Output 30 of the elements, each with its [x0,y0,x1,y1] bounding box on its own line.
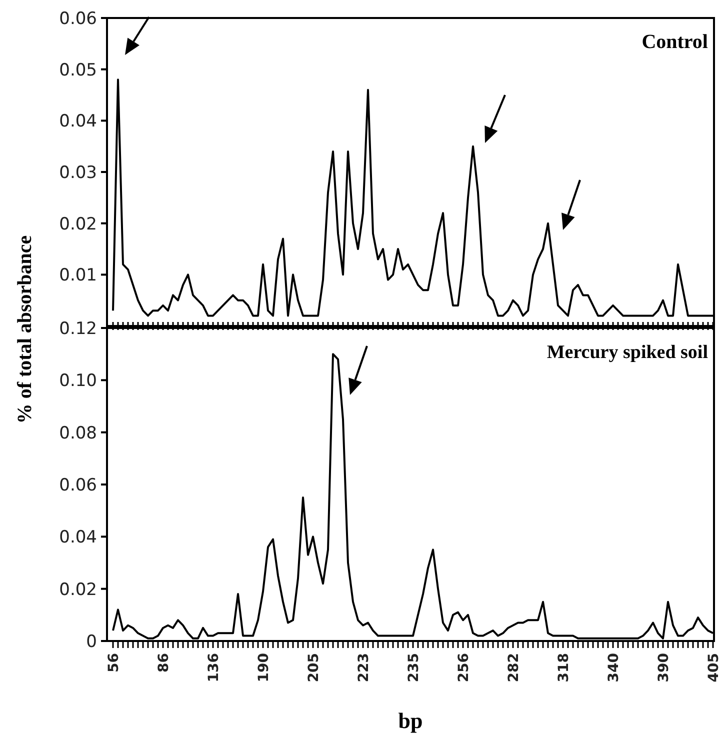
y-tick-label: 0.10 [59,371,97,392]
y-tick-label: 0 [86,632,97,652]
x-tick-label: 190 [256,652,272,682]
y-axis-title: % of total absorbance [14,235,36,424]
x-tick-label: 56 [106,653,122,672]
y-tick-label: 0.04 [59,112,97,132]
annotation: Mercury spiked soil [546,342,708,363]
y-tick-label: 0.12 [59,318,97,339]
y-tick-label: 0.02 [59,214,97,234]
y-tick-label: 0.03 [59,162,97,183]
x-tick-label: 390 [656,652,672,682]
y-tick-label: 0.02 [59,580,97,600]
y-tick-label: 0.04 [59,528,97,548]
y-tick-label: 0.08 [59,423,97,444]
annotation: Control [642,31,708,53]
x-tick-label: 256 [456,653,472,682]
x-tick-label: 235 [406,653,422,682]
x-tick-label: 223 [356,653,372,682]
x-tick-label: 86 [156,653,172,672]
x-tick-label: 340 [606,652,622,682]
x-tick-label: 205 [306,653,322,682]
x-axis-title: bp [398,708,423,733]
x-tick-label: 136 [206,653,222,682]
y-tick-label: 0.06 [59,8,97,29]
x-tick-label: 405 [706,653,722,682]
y-tick-label: 0.05 [59,60,97,80]
x-tick-label: 282 [506,653,522,682]
x-tick-label: 318 [556,653,572,682]
y-tick-label: 0.01 [59,266,97,286]
y-tick-label: 0.06 [59,475,97,496]
